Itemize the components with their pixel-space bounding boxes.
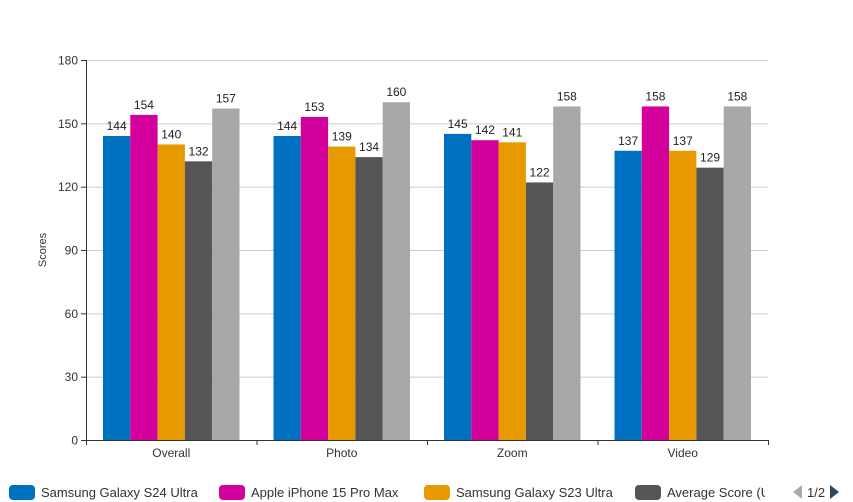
legend-swatch: [635, 484, 661, 500]
x-tick-label: Video: [668, 446, 699, 460]
bar[interactable]: [471, 140, 499, 440]
legend-label: Samsung Galaxy S24 Ultra: [41, 484, 198, 500]
bar-value-label: 137: [673, 134, 693, 148]
bar[interactable]: [669, 150, 697, 440]
bar-value-label: 160: [386, 85, 406, 99]
bar[interactable]: [212, 108, 240, 441]
y-tick-label: 90: [65, 244, 79, 258]
bar[interactable]: [382, 102, 410, 440]
y-tick-label: 30: [65, 370, 79, 384]
bar-value-label: 140: [161, 127, 181, 141]
bar-value-label: 122: [530, 165, 550, 179]
bar-value-label: 154: [134, 98, 154, 112]
bar-value-label: 144: [107, 119, 127, 133]
x-tick-label: Overall: [152, 446, 190, 460]
bar[interactable]: [130, 114, 158, 440]
bar[interactable]: [498, 142, 526, 441]
bar-value-label: 132: [189, 144, 209, 158]
y-tick-label: 0: [71, 434, 78, 448]
bar-value-label: 134: [359, 140, 379, 154]
bar-value-label: 142: [475, 123, 495, 137]
legend-label: Average Score (U: [667, 484, 765, 500]
bar[interactable]: [157, 144, 185, 440]
bar-value-label: 145: [448, 117, 468, 131]
bar-value-label: 157: [216, 92, 236, 106]
data-labels: 144 154 140 132 157 144 153 139 134 160 145 142 141 1…: [107, 85, 748, 179]
bar-value-label: 153: [304, 100, 324, 114]
bar-value-label: 129: [700, 151, 720, 165]
bar[interactable]: [723, 106, 751, 440]
bar-value-label: 144: [277, 119, 297, 133]
bar[interactable]: [696, 167, 724, 440]
y-tick-label: 180: [58, 54, 78, 68]
y-tick-label: 150: [58, 117, 78, 131]
y-axis-title: Scores: [37, 232, 49, 267]
x-tick-label: Zoom: [497, 446, 528, 460]
bar-series: [103, 102, 751, 441]
legend-swatch: [424, 484, 450, 500]
bar[interactable]: [641, 106, 670, 440]
bar-value-label: 158: [557, 89, 577, 103]
bar-chart: 144 154 140 132 157 144 153 139 134 160 145 142 141 1…: [37, 54, 769, 460]
bar[interactable]: [184, 161, 213, 441]
bar[interactable]: [355, 157, 383, 440]
pager-page-text: 1/2: [807, 484, 826, 500]
pager-prev-icon[interactable]: [793, 485, 802, 499]
bar-value-label: 137: [618, 134, 638, 148]
bar[interactable]: [328, 146, 356, 441]
legend-swatch: [9, 484, 35, 500]
bar-value-label: 141: [502, 125, 522, 139]
bar-value-label: 158: [645, 89, 665, 103]
bar[interactable]: [553, 106, 581, 440]
bar[interactable]: [525, 182, 554, 440]
legend-item-average-score[interactable]: Average Score (U: [635, 484, 765, 500]
legend-item-s23-ultra[interactable]: Samsung Galaxy S23 Ultra: [424, 484, 613, 500]
bar[interactable]: [614, 150, 642, 440]
legend-swatch: [219, 484, 245, 500]
legend-pager: 1/2: [793, 484, 840, 500]
legend-item-iphone-15-pro-max[interactable]: Apple iPhone 15 Pro Max: [219, 484, 398, 500]
x-tick-label: Photo: [326, 446, 358, 460]
bar[interactable]: [444, 133, 472, 440]
legend-label: Samsung Galaxy S23 Ultra: [456, 484, 613, 500]
legend-label: Apple iPhone 15 Pro Max: [251, 484, 399, 500]
legend-item-s24-ultra[interactable]: Samsung Galaxy S24 Ultra: [9, 484, 198, 500]
y-tick-label: 60: [65, 307, 79, 321]
axes: 0 30 60 90 120 150 180 Overall Photo Zoom Video: [58, 54, 769, 460]
bar[interactable]: [300, 117, 329, 440]
bar-value-label: 139: [332, 130, 352, 144]
y-tick-label: 120: [58, 180, 78, 194]
legend: Samsung Galaxy S24 Ultra Apple iPhone 15…: [0, 480, 853, 502]
pager-next-icon[interactable]: [830, 485, 840, 499]
bar[interactable]: [273, 136, 301, 440]
bar[interactable]: [103, 136, 131, 440]
bar-value-label: 158: [727, 89, 747, 103]
